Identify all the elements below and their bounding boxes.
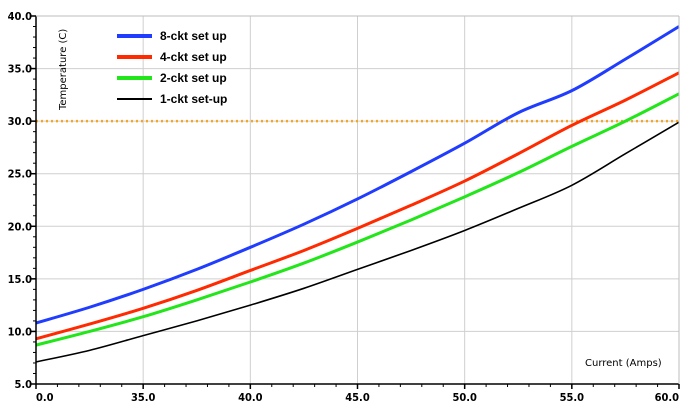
x-tick-label: 0.0	[36, 391, 54, 404]
x-tick-label: 40.0	[238, 391, 263, 404]
y-tick-label: 10.0	[8, 325, 33, 338]
series-lines	[35, 25, 680, 363]
series-line	[35, 121, 680, 363]
legend-label: 2-ckt set up	[160, 71, 227, 85]
x-tick-label: 35.0	[131, 391, 156, 404]
y-tick-label: 30.0	[8, 115, 33, 128]
tick-labels: 0.0 35.0 40.0 45.0 50.0 55.0 60.0 5.0 10.0 15.0 20…	[8, 10, 680, 404]
legend-label: 8-ckt set up	[160, 29, 227, 43]
series-line	[35, 25, 680, 325]
y-tick-label: 40.0	[8, 10, 33, 23]
axes	[31, 15, 680, 389]
y-tick-label: 15.0	[8, 273, 33, 286]
x-tick-label: 60.0	[655, 391, 680, 404]
legend-label: 1-ckt set-up	[160, 92, 227, 106]
x-tick-label: 55.0	[560, 391, 585, 404]
y-tick-label: 35.0	[8, 63, 33, 76]
legend-label: 4-ckt set up	[160, 50, 227, 64]
y-tick-label: 5.0	[14, 378, 32, 391]
series-line	[35, 92, 680, 347]
x-tick-label: 50.0	[452, 391, 477, 404]
legend: 8-ckt set up 4-ckt set up 2-ckt set up 1-ck…	[117, 29, 227, 106]
series-line	[35, 71, 680, 341]
y-axis-title: Temperature (C)	[58, 29, 69, 111]
x-tick-label: 45.0	[345, 391, 370, 404]
y-tick-label: 20.0	[8, 220, 33, 233]
x-axis-title: Current (Amps)	[585, 358, 662, 369]
y-tick-label: 25.0	[8, 168, 33, 181]
